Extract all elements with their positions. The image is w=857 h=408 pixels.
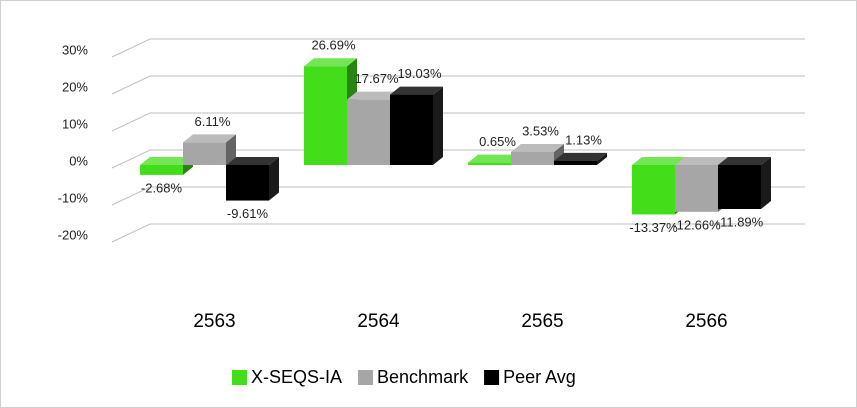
legend-swatch <box>484 370 500 385</box>
bar-top <box>468 154 521 163</box>
bar-front <box>675 165 718 212</box>
data-label: 17.67% <box>354 71 399 86</box>
bar-top <box>347 91 400 100</box>
bar-side <box>761 157 771 209</box>
data-label: -11.89% <box>716 214 764 229</box>
bar-side <box>433 86 443 165</box>
grid-line <box>111 38 805 58</box>
x-tick-label: 2564 <box>357 311 400 332</box>
bar-front <box>304 66 347 165</box>
bar-top <box>675 157 728 165</box>
y-tick-label: 10% <box>62 116 88 131</box>
bar-top <box>390 86 443 95</box>
legend-label: Benchmark <box>377 367 469 387</box>
legend-swatch <box>358 370 374 385</box>
y-tick-label: -20% <box>58 227 89 242</box>
data-label: -13.37% <box>629 220 678 235</box>
legend-swatch <box>232 370 247 385</box>
data-label: 1.13% <box>565 132 602 147</box>
data-label: 0.65% <box>479 134 516 149</box>
y-tick-label: 20% <box>62 79 88 94</box>
grid-line <box>111 112 805 132</box>
legend-label: Peer Avg <box>503 367 576 387</box>
data-label: 3.53% <box>522 123 559 138</box>
bar-front <box>390 94 433 165</box>
bar-top <box>304 58 357 67</box>
x-tick-label: 2566 <box>685 311 727 332</box>
grid-line <box>111 75 805 95</box>
grid-line <box>111 223 805 243</box>
bar-front <box>140 165 183 175</box>
bar-side <box>269 157 279 201</box>
bar-front <box>468 162 511 165</box>
data-label: 26.69% <box>311 38 356 53</box>
grid-line <box>111 186 805 206</box>
bar-front <box>632 165 675 215</box>
bar <box>554 152 607 165</box>
bar-front <box>226 165 269 201</box>
data-label: -2.68% <box>141 180 183 195</box>
bar <box>183 134 236 165</box>
bar-top <box>632 157 685 165</box>
bar-top <box>511 143 564 152</box>
x-tick-label: 2565 <box>521 311 563 332</box>
data-label: -12.66% <box>672 217 721 232</box>
bar-top <box>183 134 236 143</box>
bar-top <box>226 157 279 165</box>
bar <box>718 157 771 209</box>
bar <box>226 157 279 201</box>
bar <box>390 86 443 165</box>
bar-front <box>183 142 226 165</box>
bar-top <box>718 157 771 165</box>
bar-front <box>554 160 597 165</box>
legend-label: X-SEQS-IA <box>251 367 342 387</box>
bar-front <box>511 151 554 165</box>
grid-line <box>111 149 805 169</box>
bar-side <box>226 134 236 165</box>
y-tick-label: -10% <box>58 190 89 205</box>
x-tick-label: 2563 <box>193 311 235 332</box>
bar-front <box>718 165 761 209</box>
bar-front <box>347 99 390 165</box>
y-tick-label: 30% <box>62 42 88 57</box>
bar-top <box>140 157 193 165</box>
bar-side <box>597 152 607 165</box>
data-label: 6.11% <box>195 114 231 129</box>
data-label: 19.03% <box>397 66 442 81</box>
y-tick-label: 0% <box>69 153 88 168</box>
bar-top <box>554 152 607 161</box>
data-label: -9.61% <box>227 206 269 221</box>
